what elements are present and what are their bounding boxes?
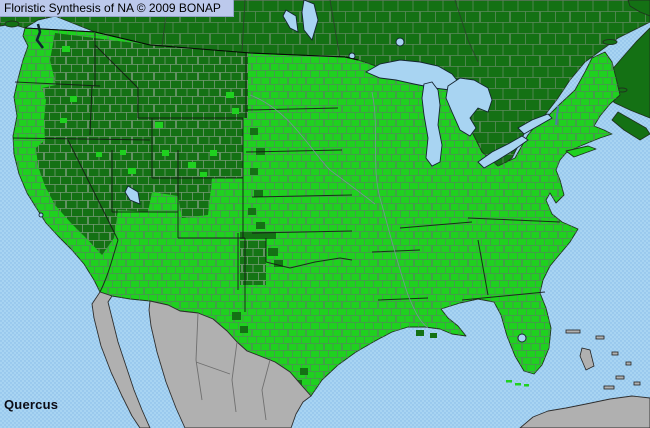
mexico-region xyxy=(91,291,650,428)
scattered-bright-counties xyxy=(60,46,239,177)
great-lakes xyxy=(35,23,559,343)
state-borders xyxy=(12,27,561,329)
bahamas-islands xyxy=(565,329,641,390)
map-title: Floristic Synthesis of NA © 2009 BONAP xyxy=(0,0,234,17)
puget-sound xyxy=(35,23,44,49)
state-level-dark-region xyxy=(36,33,437,389)
canada-region xyxy=(0,0,650,169)
taxon-label: Quercus xyxy=(4,397,59,412)
scattered-dark-counties xyxy=(232,128,437,389)
